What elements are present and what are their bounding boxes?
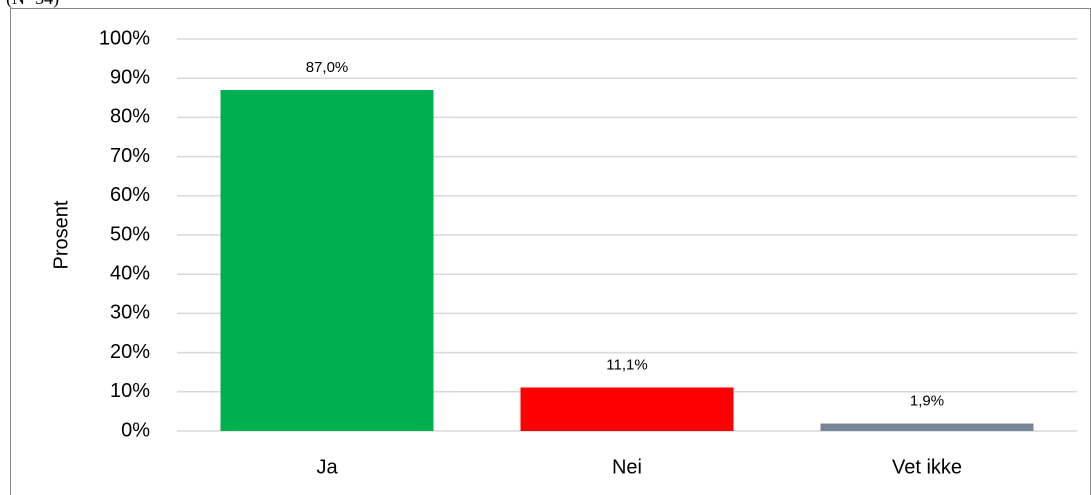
y-tick-label: 40% — [110, 262, 150, 284]
x-tick-label: Ja — [316, 456, 338, 478]
bar — [220, 89, 434, 432]
y-tick-label: 0% — [121, 419, 150, 441]
y-tick-label: 20% — [110, 341, 150, 363]
value-label: 1,9% — [910, 393, 944, 410]
bar — [820, 423, 1034, 431]
y-tick-label: 70% — [110, 145, 150, 167]
y-tick-label: 50% — [110, 223, 150, 245]
y-tick-label: 30% — [110, 302, 150, 324]
chart-subtitle: (N=54) — [6, 0, 59, 9]
y-tick-label: 10% — [110, 380, 150, 402]
value-label: 87,0% — [306, 59, 349, 76]
y-axis-label: Prosent — [50, 200, 72, 269]
y-tick-label: 80% — [110, 106, 150, 128]
y-tick-label: 100% — [99, 27, 150, 49]
x-tick-label: Vet ikke — [892, 456, 962, 478]
x-tick-label: Nei — [612, 456, 642, 478]
y-tick-label: 60% — [110, 184, 150, 206]
y-tick-label: 90% — [110, 66, 150, 88]
bar — [520, 387, 734, 431]
value-label: 11,1% — [606, 356, 647, 373]
